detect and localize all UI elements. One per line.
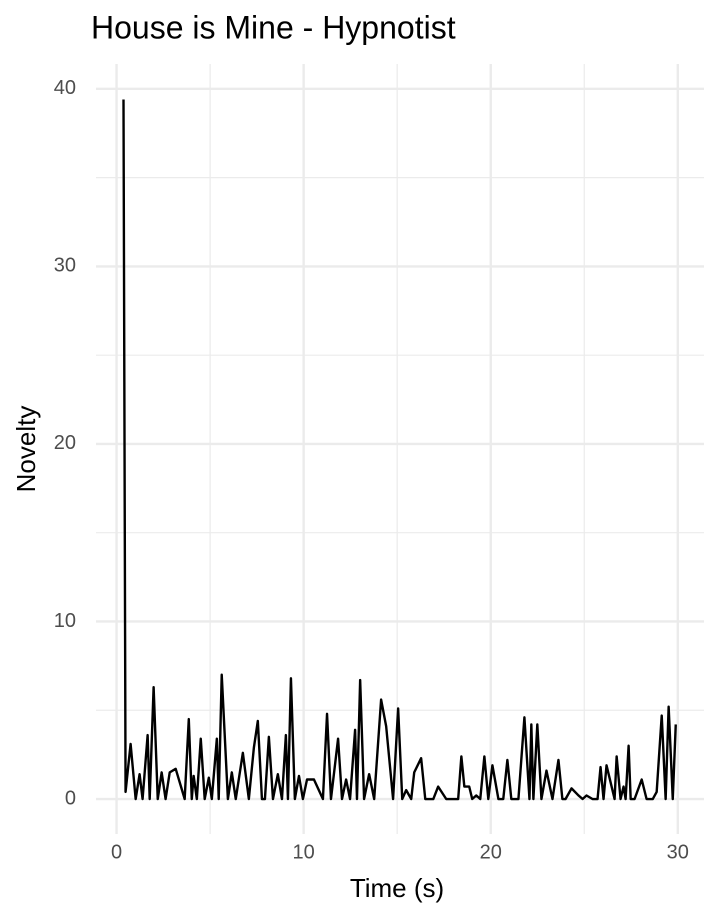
line	[122, 99, 677, 801]
grid	[96, 64, 704, 834]
x-tick-label: 10	[293, 841, 315, 863]
y-axis-label: Novelty	[11, 406, 41, 493]
x-tick-label: 30	[667, 841, 689, 863]
y-tick-label: 10	[54, 610, 76, 632]
chart-title: House is Mine - Hypnotist	[91, 9, 456, 45]
x-tick-label: 20	[480, 841, 502, 863]
y-tick-label: 0	[65, 787, 76, 809]
y-tick-label: 40	[54, 77, 76, 99]
x-tick-label: 0	[111, 841, 122, 863]
y-tick-label: 20	[54, 432, 76, 454]
x-axis-label: Time (s)	[350, 873, 444, 903]
y-tick-label: 30	[54, 255, 76, 277]
